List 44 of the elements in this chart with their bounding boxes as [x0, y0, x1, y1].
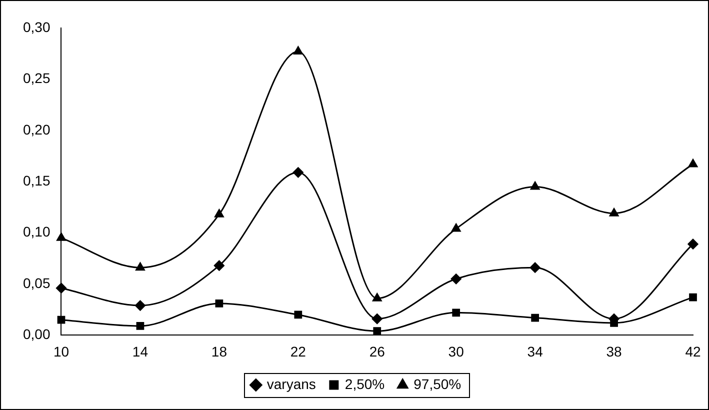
point [531, 314, 539, 322]
x-tick-label: 30 [448, 343, 464, 360]
point [292, 167, 304, 178]
point [214, 260, 224, 271]
x-tick-label: 22 [290, 343, 306, 360]
point [57, 316, 66, 324]
point [134, 300, 146, 311]
point [530, 181, 540, 190]
point [373, 327, 382, 336]
y-tick-label: 0,20 [23, 121, 50, 138]
y-tick-label: 0,15 [23, 172, 50, 188]
point [688, 158, 698, 168]
y-tick-label: 0,10 [23, 224, 50, 240]
x-tick-label: 10 [53, 343, 70, 360]
y-tick-label: 0,25 [23, 70, 50, 86]
point [215, 300, 224, 308]
point [214, 209, 224, 218]
point [56, 282, 66, 294]
point [609, 208, 619, 216]
x-tick-label: 42 [685, 343, 701, 360]
y-tick-label: 0,05 [23, 274, 50, 291]
x-tick-label: 14 [132, 343, 148, 360]
point [294, 310, 302, 319]
point [372, 293, 382, 302]
point [688, 238, 698, 250]
x-tick-label: 38 [606, 343, 622, 360]
x-tick-label: 34 [527, 343, 544, 360]
point [689, 293, 697, 302]
point [136, 262, 145, 271]
y-tick-label: 0,30 [23, 18, 50, 35]
point [452, 308, 460, 317]
legend-label: 97,50% [414, 376, 462, 392]
point [56, 232, 66, 241]
x-tick-label: 18 [211, 343, 228, 360]
point [450, 274, 462, 284]
legend-label: 2,50% [344, 376, 385, 392]
point [294, 46, 303, 55]
point [451, 223, 461, 232]
point [372, 314, 382, 324]
legend-label: varyans [266, 376, 316, 392]
point [530, 262, 540, 273]
x-tick-label: 26 [369, 343, 386, 360]
point [136, 322, 144, 330]
y-tick-label: 0,00 [23, 326, 50, 342]
